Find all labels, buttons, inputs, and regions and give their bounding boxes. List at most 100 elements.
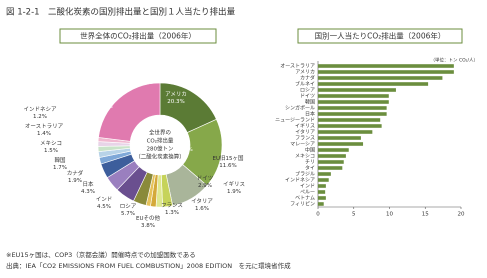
header-box <box>297 28 463 44</box>
slice-value: 1.9% <box>68 178 82 184</box>
y-tick-label: 日本 <box>305 111 315 118</box>
center-text: 全世界の <box>149 129 171 137</box>
slice-label: ドイツ <box>197 176 214 182</box>
y-tick-label: イギリス <box>295 124 315 130</box>
slice-label: オーストラリア <box>25 123 64 130</box>
bar <box>318 142 364 146</box>
x-tick-label: 0 <box>316 212 320 218</box>
bar <box>318 172 331 176</box>
pie-slice <box>98 82 161 142</box>
footnote: ※EU15ヶ国は、COP3（京都会議）開催時点での加盟国数である <box>6 250 196 259</box>
slice-label: インド <box>96 197 113 203</box>
slice-label: その他 <box>96 95 113 103</box>
center-text: CO₂排出量 <box>147 137 174 145</box>
y-tick-label: アメリカ <box>295 70 315 76</box>
y-tick-label: ブルネイ <box>295 81 315 88</box>
bar-title: 国別一人当たりCO₂排出量（2006年） <box>315 31 446 41</box>
y-tick-label: ベトナム <box>295 196 315 202</box>
y-tick-label: インドネシア <box>285 178 315 184</box>
slice-label: カナダ <box>67 169 84 177</box>
bar <box>318 112 387 116</box>
bar <box>318 160 344 164</box>
slice-value: 1.4% <box>37 131 51 137</box>
slice-value: 20.2% <box>175 147 192 153</box>
bar <box>318 94 389 98</box>
slice-value: 20.3% <box>167 99 184 105</box>
bar <box>318 154 346 158</box>
slice-label: 中国 <box>178 138 190 146</box>
bar <box>318 100 389 104</box>
slice-label: インドネシア <box>23 106 57 113</box>
y-tick-label: メキシコ <box>295 154 315 160</box>
slice-label: イギリス <box>223 181 245 188</box>
y-tick-label: イタリア <box>295 129 315 136</box>
pie-title: 世界全体のCO₂排出量（2006年） <box>80 31 196 41</box>
y-tick-label: カナダ <box>300 75 315 82</box>
slice-value: 1.3% <box>165 210 179 216</box>
center-text: （二酸化炭素換算） <box>135 153 185 161</box>
slice-label: 日本 <box>82 180 94 188</box>
slice-label: EU旧15ヶ国 <box>213 155 244 162</box>
slice-value: 25.7% <box>95 104 112 110</box>
y-tick-label: フランス <box>295 136 315 142</box>
bar <box>318 136 361 140</box>
y-tick-label: ロシア <box>300 88 315 94</box>
bar <box>318 106 387 110</box>
bar <box>318 76 443 80</box>
slice-value: 2.9% <box>198 183 212 189</box>
y-tick-label: インド <box>300 184 315 190</box>
y-tick-label: オーストラリア <box>280 64 315 70</box>
y-tick-label: ブラジル <box>295 171 315 178</box>
y-tick-label: ニュージーランド <box>275 118 315 124</box>
footnote: 出典：IEA「CO2 EMISSIONS FROM FUEL COMBUSTIO… <box>6 261 291 270</box>
slice-label: EUその他 <box>136 214 161 222</box>
slice-label: フランス <box>161 202 183 209</box>
slice-label: メキシコ <box>40 140 62 147</box>
bar <box>318 70 454 74</box>
y-tick-label: 中国 <box>305 147 315 154</box>
slice-value: 1.2% <box>33 114 47 120</box>
bar <box>318 118 381 122</box>
bar <box>318 82 429 86</box>
slice-label: ロシア <box>120 203 137 210</box>
figure-title: 図 1-2-1 二酸化炭素の国別排出量と国別１人当たり排出量 <box>6 7 236 18</box>
slice-value: 1.5% <box>44 148 58 154</box>
bar <box>318 88 396 92</box>
slice-value: 3.8% <box>141 223 155 229</box>
bar <box>318 166 343 170</box>
y-tick-label: シンガポール <box>285 105 315 112</box>
y-tick-label: マレーシア <box>290 142 315 148</box>
bar <box>318 124 382 128</box>
slice-value: 4.5% <box>97 204 111 210</box>
slice-label: アメリカ <box>165 91 187 98</box>
y-tick-label: タイ <box>305 165 315 172</box>
bar <box>318 148 349 152</box>
slice-value: 4.3% <box>81 189 95 195</box>
center-text: 280億トン <box>147 145 174 153</box>
slice-label: イタリア <box>191 197 213 205</box>
x-tick-label: 20 <box>458 212 465 218</box>
bar <box>318 64 454 68</box>
slice-value: 1.6% <box>195 206 209 212</box>
x-tick-label: 15 <box>422 212 429 218</box>
unit-label: （単位：トン CO₂/人） <box>431 57 478 64</box>
y-tick-label: ペルー <box>300 190 315 196</box>
slice-value: 11.6% <box>219 163 236 169</box>
y-tick-label: チリ <box>305 160 315 166</box>
bar <box>318 184 326 188</box>
y-tick-label: 韓国 <box>305 99 315 106</box>
y-tick-label: フィリピン <box>290 202 315 208</box>
bar <box>318 178 329 182</box>
slice-label: 韓国 <box>54 156 66 164</box>
bar <box>318 190 326 194</box>
y-tick-label: ドイツ <box>300 94 315 100</box>
x-tick-label: 10 <box>386 212 393 218</box>
slice-value: 1.9% <box>227 189 241 195</box>
header-box <box>59 28 217 44</box>
x-tick-label: 5 <box>352 212 356 218</box>
bar <box>318 196 326 200</box>
bar <box>318 130 373 134</box>
bar <box>318 202 324 206</box>
slice-value: 5.7% <box>121 211 135 217</box>
